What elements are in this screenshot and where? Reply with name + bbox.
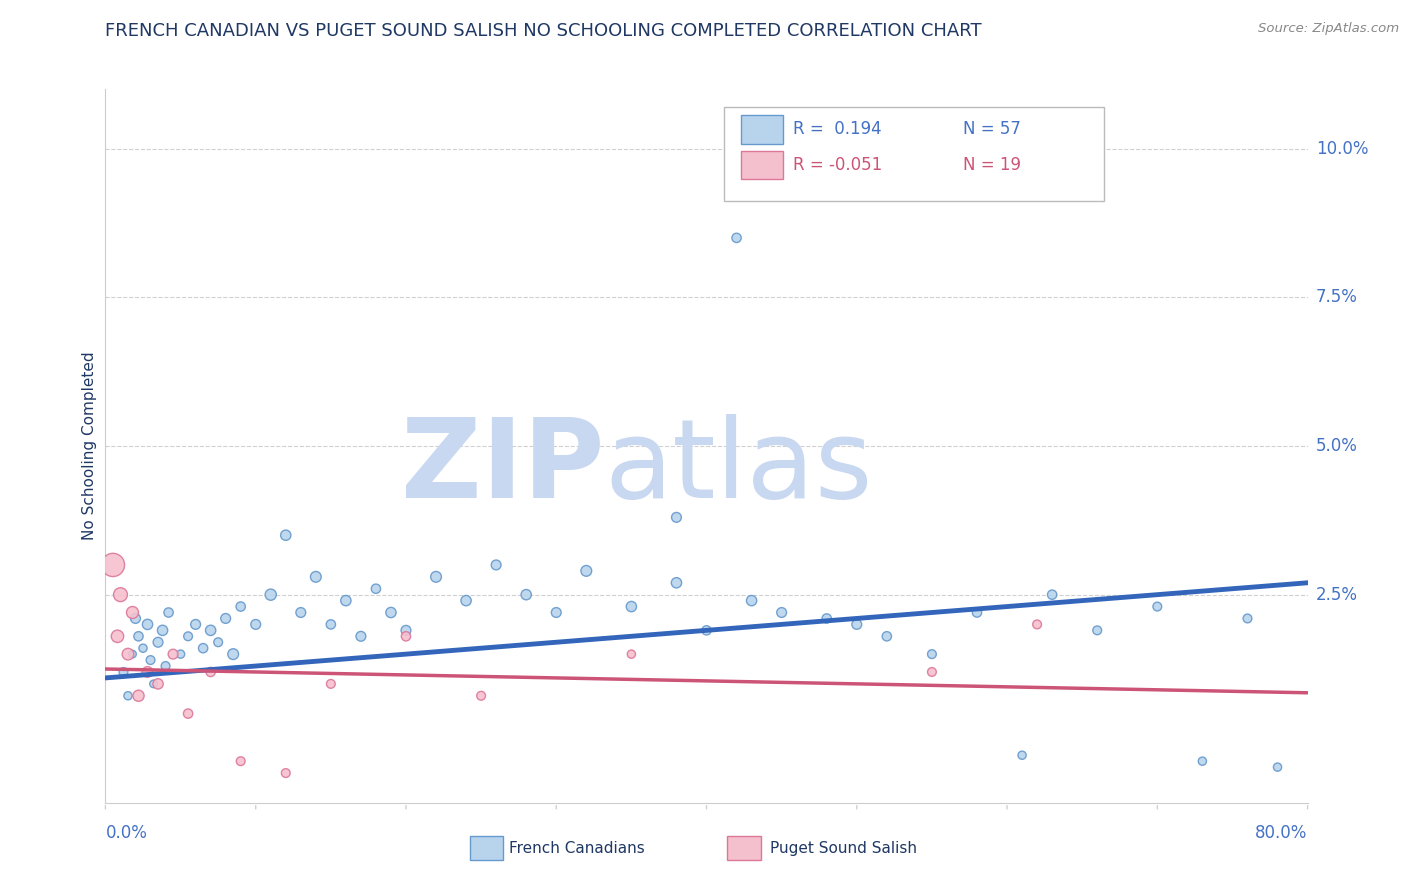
Point bbox=[456, 593, 478, 607]
Point bbox=[305, 570, 328, 584]
Point bbox=[620, 599, 643, 614]
Point bbox=[245, 617, 267, 632]
Point bbox=[770, 606, 793, 620]
Text: R =  0.194: R = 0.194 bbox=[793, 120, 882, 138]
Point bbox=[142, 677, 165, 691]
Text: 2.5%: 2.5% bbox=[1316, 586, 1358, 604]
Text: 7.5%: 7.5% bbox=[1316, 288, 1358, 306]
Text: FRENCH CANADIAN VS PUGET SOUND SALISH NO SCHOOLING COMPLETED CORRELATION CHART: FRENCH CANADIAN VS PUGET SOUND SALISH NO… bbox=[105, 22, 981, 40]
Point bbox=[966, 606, 988, 620]
Text: Source: ZipAtlas.com: Source: ZipAtlas.com bbox=[1258, 22, 1399, 36]
Point bbox=[274, 528, 297, 542]
Point bbox=[665, 510, 688, 524]
Point bbox=[222, 647, 245, 661]
Point bbox=[229, 599, 252, 614]
Point bbox=[155, 659, 177, 673]
Text: Puget Sound Salish: Puget Sound Salish bbox=[770, 841, 918, 855]
Point bbox=[395, 629, 418, 643]
Point bbox=[1146, 599, 1168, 614]
Point bbox=[876, 629, 898, 643]
Point bbox=[350, 629, 373, 643]
Point bbox=[470, 689, 492, 703]
Point bbox=[132, 641, 155, 656]
Point bbox=[546, 606, 568, 620]
Point bbox=[725, 231, 748, 245]
Point bbox=[319, 617, 342, 632]
Text: atlas: atlas bbox=[605, 414, 873, 521]
Y-axis label: No Schooling Completed: No Schooling Completed bbox=[82, 351, 97, 541]
Point bbox=[169, 647, 191, 661]
Point bbox=[101, 558, 124, 572]
Point bbox=[921, 647, 943, 661]
Text: 80.0%: 80.0% bbox=[1256, 823, 1308, 842]
Text: N = 19: N = 19 bbox=[963, 156, 1021, 174]
Point bbox=[1011, 748, 1033, 763]
Point bbox=[139, 653, 162, 667]
Text: 10.0%: 10.0% bbox=[1316, 140, 1368, 158]
Point bbox=[128, 629, 150, 643]
Point bbox=[177, 706, 200, 721]
Point bbox=[395, 624, 418, 638]
Point bbox=[184, 617, 207, 632]
Point bbox=[136, 665, 159, 679]
Point bbox=[136, 617, 159, 632]
Point bbox=[191, 641, 214, 656]
Point bbox=[121, 647, 143, 661]
Point bbox=[1040, 588, 1063, 602]
Point bbox=[845, 617, 868, 632]
Point bbox=[117, 689, 139, 703]
Point bbox=[107, 629, 129, 643]
Point bbox=[200, 624, 222, 638]
Point bbox=[319, 677, 342, 691]
Point bbox=[1267, 760, 1289, 774]
Point bbox=[260, 588, 283, 602]
Point bbox=[146, 635, 169, 649]
Point bbox=[214, 611, 236, 625]
Point bbox=[921, 665, 943, 679]
Point bbox=[290, 606, 312, 620]
Text: R = -0.051: R = -0.051 bbox=[793, 156, 882, 174]
Text: 0.0%: 0.0% bbox=[105, 823, 148, 842]
Point bbox=[229, 754, 252, 768]
Point bbox=[425, 570, 447, 584]
Point bbox=[124, 611, 146, 625]
Text: N = 57: N = 57 bbox=[963, 120, 1021, 138]
Point bbox=[146, 677, 169, 691]
Point bbox=[117, 647, 139, 661]
Text: 5.0%: 5.0% bbox=[1316, 437, 1358, 455]
Point bbox=[485, 558, 508, 572]
Point bbox=[815, 611, 838, 625]
Point bbox=[515, 588, 537, 602]
Point bbox=[200, 665, 222, 679]
Point bbox=[112, 665, 135, 679]
Point bbox=[162, 647, 184, 661]
Point bbox=[128, 689, 150, 703]
Point bbox=[741, 593, 763, 607]
Point bbox=[575, 564, 598, 578]
Point bbox=[364, 582, 387, 596]
Point bbox=[380, 606, 402, 620]
Point bbox=[152, 624, 174, 638]
Point bbox=[696, 624, 718, 638]
Point bbox=[335, 593, 357, 607]
Point bbox=[665, 575, 688, 590]
Text: French Canadians: French Canadians bbox=[509, 841, 645, 855]
Point bbox=[274, 766, 297, 780]
Text: ZIP: ZIP bbox=[401, 414, 605, 521]
Point bbox=[1191, 754, 1213, 768]
Point bbox=[121, 606, 143, 620]
Point bbox=[207, 635, 229, 649]
Point bbox=[1085, 624, 1108, 638]
Point bbox=[177, 629, 200, 643]
Point bbox=[157, 606, 180, 620]
Point bbox=[110, 588, 132, 602]
Point bbox=[1236, 611, 1258, 625]
Point bbox=[1026, 617, 1049, 632]
Point bbox=[620, 647, 643, 661]
